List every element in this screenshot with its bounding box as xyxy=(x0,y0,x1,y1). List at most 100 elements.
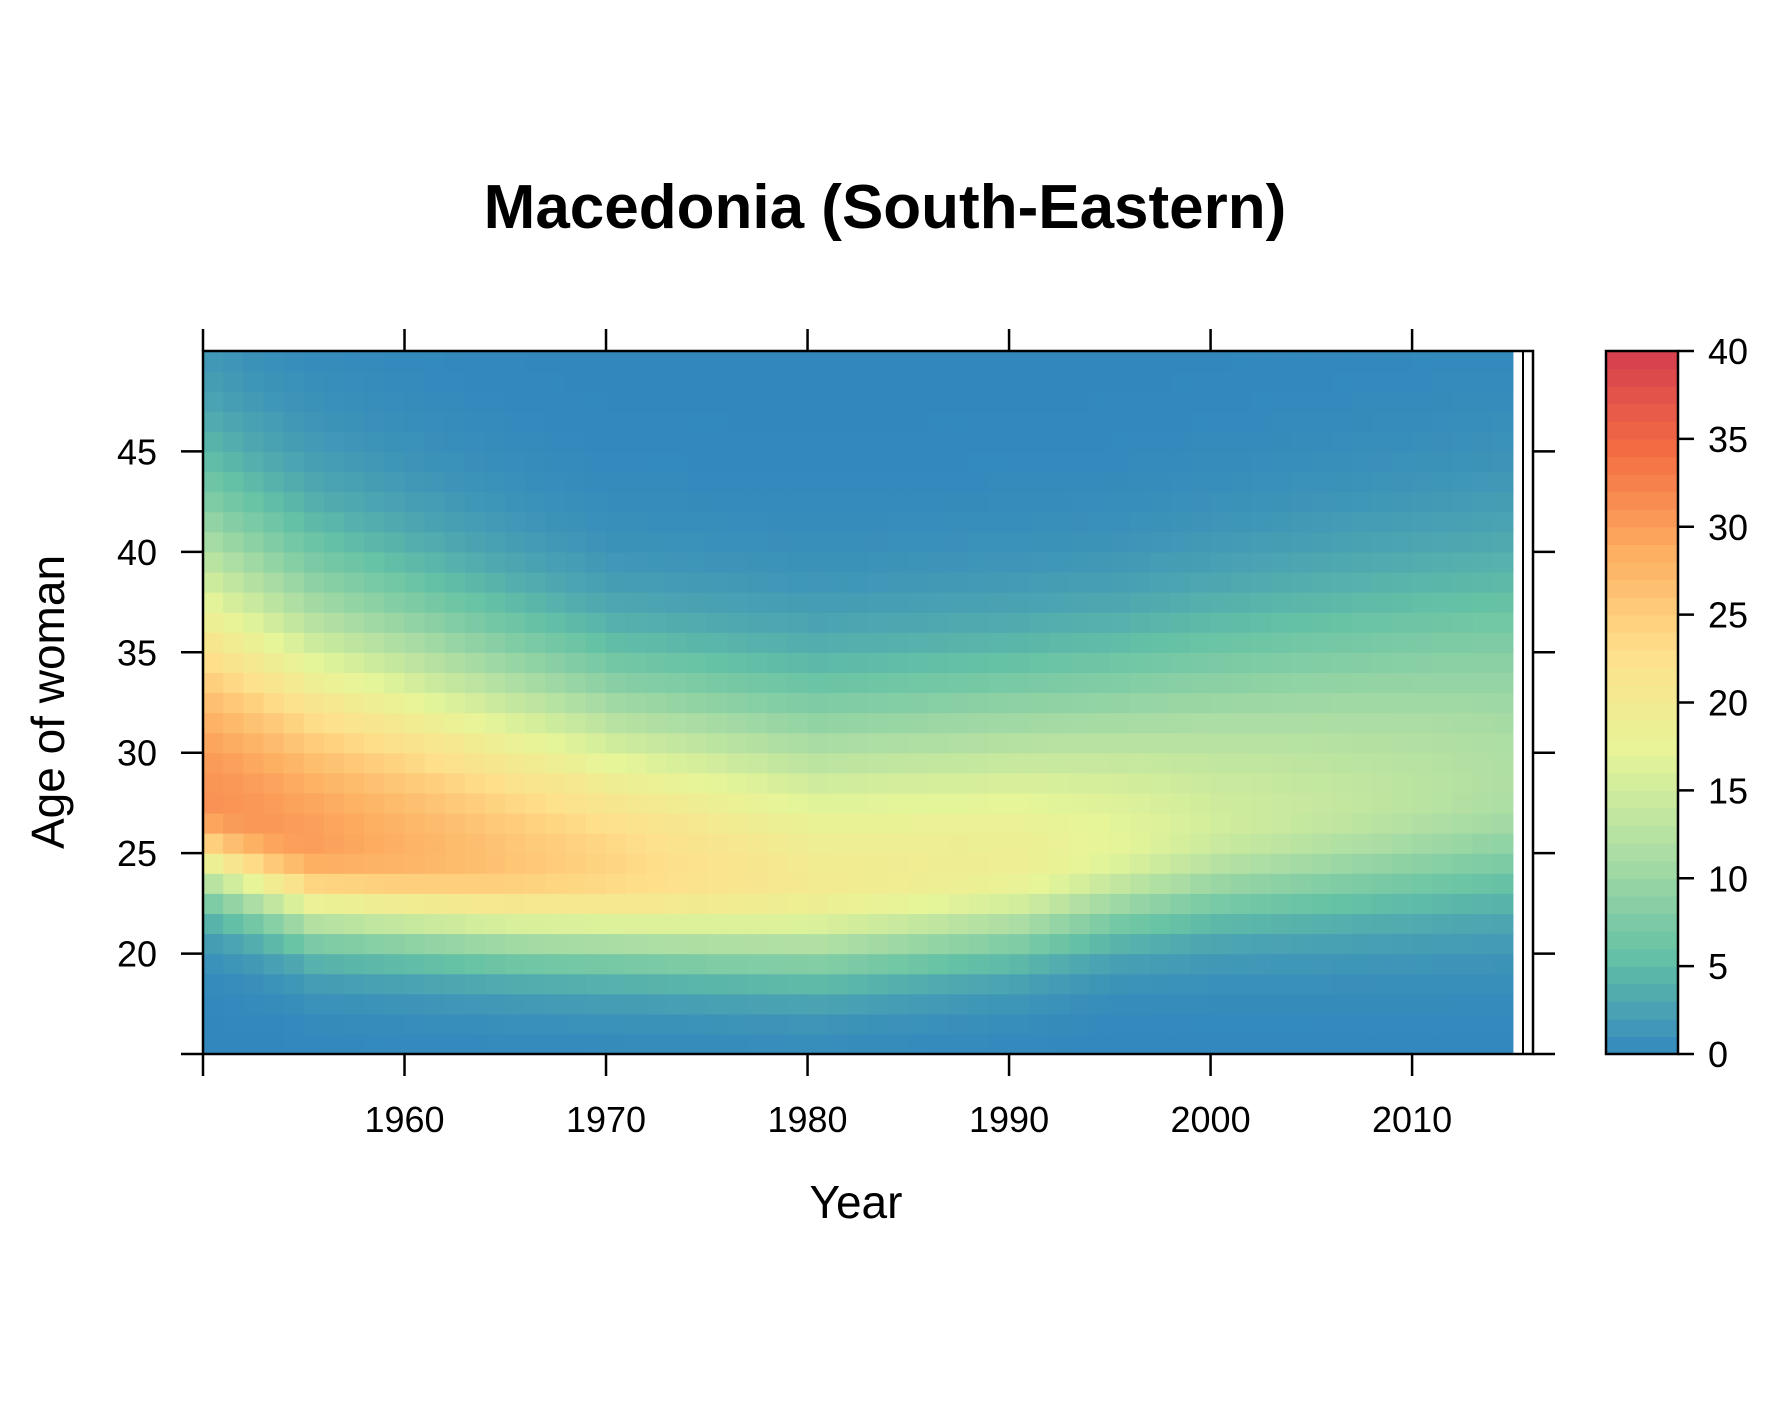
heatmap-cell xyxy=(424,692,446,714)
heatmap-cell xyxy=(1009,833,1030,854)
heatmap-cell xyxy=(444,491,466,513)
heatmap-cell xyxy=(1230,551,1252,573)
heatmap-cell xyxy=(263,913,285,935)
heatmap-cell xyxy=(948,632,970,653)
heatmap-cell xyxy=(1190,592,1212,613)
heatmap-cell xyxy=(948,531,970,553)
heatmap-cell xyxy=(1492,371,1514,392)
x-tick-label: 1960 xyxy=(364,1099,444,1140)
heatmap-cell xyxy=(1391,471,1413,493)
heatmap-cell xyxy=(1311,712,1333,734)
heatmap-cell xyxy=(928,873,950,894)
heatmap-cell xyxy=(787,471,809,493)
heatmap-cell xyxy=(1412,431,1433,453)
heatmap-cell xyxy=(364,451,385,473)
heatmap-cell xyxy=(1089,672,1111,694)
heatmap-cell xyxy=(928,491,950,513)
heatmap-cell xyxy=(827,993,849,1015)
heatmap-cell xyxy=(726,652,748,673)
heatmap-cell xyxy=(988,913,1010,935)
heatmap-cell xyxy=(1492,351,1514,372)
heatmap-cell xyxy=(1190,431,1212,453)
heatmap-cell xyxy=(686,792,708,814)
heatmap-cell xyxy=(807,632,829,653)
heatmap-cell xyxy=(565,812,587,834)
heatmap-cell xyxy=(606,491,627,513)
heatmap-cell xyxy=(303,471,325,493)
heatmap-cell xyxy=(1452,893,1474,914)
heatmap-cell xyxy=(1129,411,1151,432)
heatmap-cell xyxy=(827,973,849,995)
colorbar-step xyxy=(1606,579,1678,598)
colorbar-step xyxy=(1606,1001,1678,1020)
heatmap-cell xyxy=(1089,592,1111,613)
heatmap-cell xyxy=(847,612,869,633)
heatmap-cell xyxy=(847,692,869,714)
heatmap-cell xyxy=(1109,712,1131,734)
heatmap-cell xyxy=(525,792,547,814)
heatmap-cell xyxy=(243,792,265,814)
heatmap-cell xyxy=(344,893,365,914)
heatmap-cell xyxy=(485,772,506,794)
heatmap-cell xyxy=(666,833,688,854)
heatmap-cell xyxy=(424,531,446,553)
heatmap-cell xyxy=(1391,712,1413,734)
heatmap-cell xyxy=(585,652,607,673)
heatmap-cell xyxy=(888,833,909,854)
heatmap-cell xyxy=(726,772,748,794)
heatmap-cell xyxy=(1452,652,1474,673)
heatmap-cell xyxy=(1210,792,1232,814)
heatmap-cell xyxy=(646,1033,668,1055)
heatmap-cell xyxy=(868,712,889,734)
heatmap-cell xyxy=(424,632,446,653)
heatmap-cell xyxy=(686,772,708,794)
heatmap-cell xyxy=(1150,491,1171,513)
heatmap-cell xyxy=(1351,732,1373,754)
y-tick-label: 35 xyxy=(117,632,157,673)
heatmap-cell xyxy=(847,853,869,874)
heatmap-cell xyxy=(1009,612,1030,633)
heatmap-cell xyxy=(263,953,285,975)
heatmap-cell xyxy=(908,913,930,935)
heatmap-cell xyxy=(1351,973,1373,995)
heatmap-cell xyxy=(545,471,567,493)
heatmap-cell xyxy=(666,973,688,995)
heatmap-cell xyxy=(787,933,809,955)
heatmap-cell xyxy=(1230,471,1252,493)
heatmap-cell xyxy=(565,672,587,694)
heatmap-cell xyxy=(606,993,627,1015)
heatmap-cell xyxy=(1371,391,1393,412)
heatmap-cell xyxy=(888,913,909,935)
heatmap-cell xyxy=(646,712,668,734)
heatmap-cell xyxy=(666,592,688,613)
heatmap-cell xyxy=(404,873,426,894)
heatmap-cell xyxy=(706,431,728,453)
heatmap-cell xyxy=(1009,812,1030,834)
heatmap-cell xyxy=(1029,571,1050,593)
heatmap-cell xyxy=(384,712,406,734)
heatmap-cell xyxy=(1150,612,1171,633)
heatmap-cell xyxy=(1351,933,1373,955)
heatmap-cell xyxy=(807,853,829,874)
heatmap-cell xyxy=(464,451,486,473)
heatmap-cell xyxy=(1029,853,1050,874)
heatmap-cell xyxy=(847,973,869,995)
heatmap-cell xyxy=(344,531,365,553)
heatmap-cell xyxy=(948,792,970,814)
heatmap-cell xyxy=(585,451,607,473)
heatmap-cell xyxy=(646,732,668,754)
heatmap-cell xyxy=(1331,391,1353,412)
heatmap-cell xyxy=(1150,451,1171,473)
heatmap-cell xyxy=(1412,1033,1433,1055)
heatmap-cell xyxy=(424,571,446,593)
heatmap-cell xyxy=(1412,993,1433,1015)
heatmap-cell xyxy=(525,712,547,734)
heatmap-cell xyxy=(485,893,506,914)
colorbar-step xyxy=(1606,386,1678,405)
heatmap-cell xyxy=(364,993,385,1015)
heatmap-cell xyxy=(666,632,688,653)
heatmap-cell xyxy=(928,772,950,794)
heatmap-cell xyxy=(686,531,708,553)
heatmap-cell xyxy=(787,531,809,553)
heatmap-cell xyxy=(1210,551,1232,573)
